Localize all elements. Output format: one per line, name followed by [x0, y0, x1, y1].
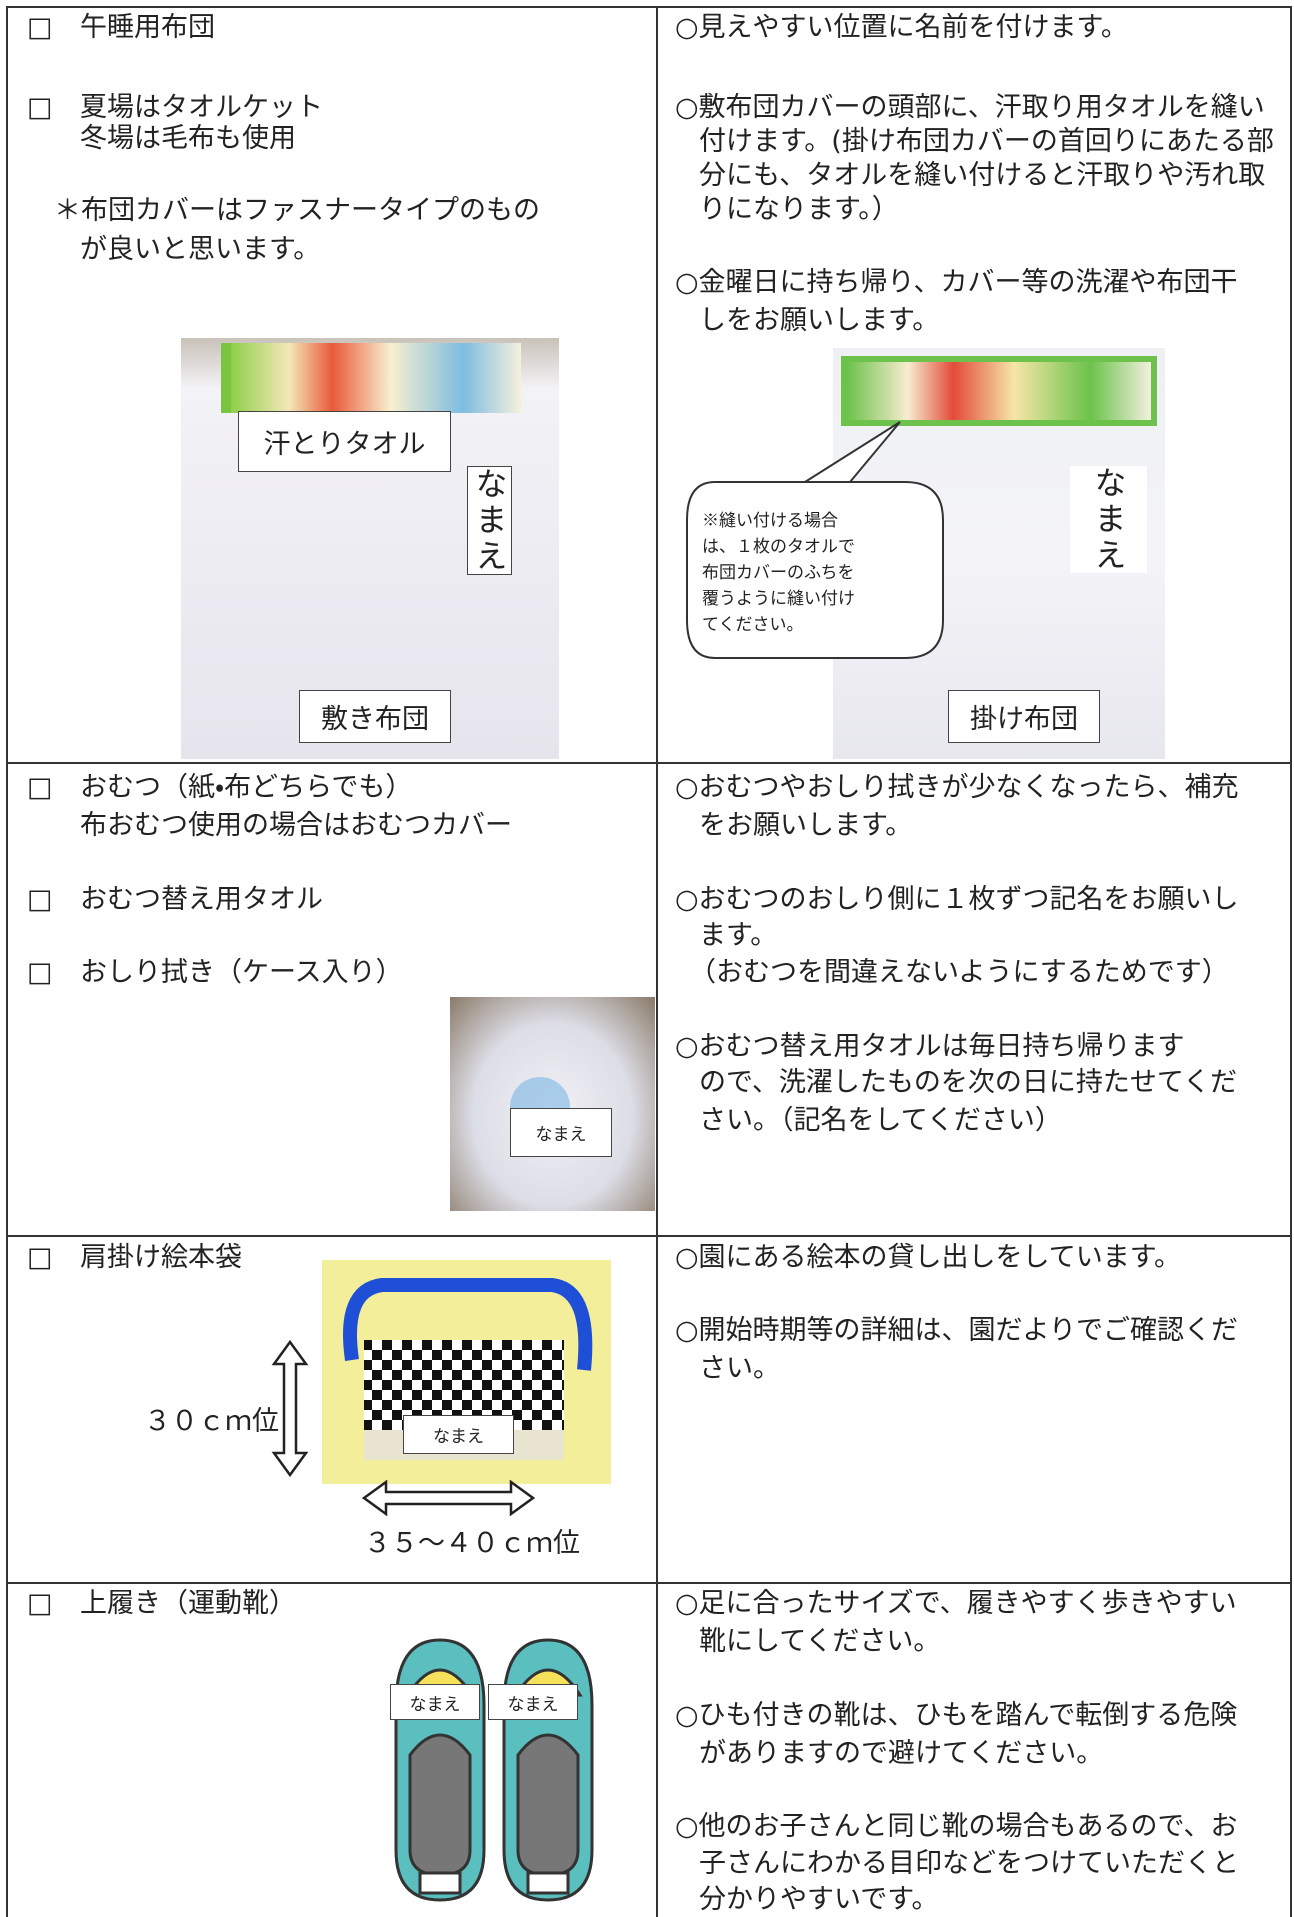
- row-divider: [6, 1582, 1292, 1584]
- paragraph: 子さんにわかる目印などをつけていただくと: [699, 1848, 1239, 1879]
- note: ＊布団カバーはファスナータイプのもの: [54, 195, 540, 226]
- table-border: [6, 6, 8, 1917]
- checkbox: □: [27, 12, 53, 43]
- item-text: 午睡用布団: [80, 12, 215, 43]
- callout-text: 覆うように縫い付け: [702, 589, 855, 609]
- photo-label: 敷き布団: [299, 690, 451, 743]
- paragraph: ます。: [699, 920, 778, 951]
- paragraph: さい。: [699, 1353, 780, 1384]
- paragraph: ○ひも付きの靴は、ひもを踏んで転倒する危険: [675, 1700, 1238, 1731]
- paragraph: ので、洗濯したものを次の日に持たせてくだ: [699, 1067, 1238, 1098]
- paragraph: 分かりやすいです。: [699, 1884, 939, 1915]
- paragraph: ○金曜日に持ち帰り、カバー等の洗濯や布団干: [675, 267, 1238, 298]
- height-arrow: [271, 1340, 309, 1477]
- paragraph: ○おむつ替え用タオルは毎日持ち帰ります: [675, 1031, 1185, 1062]
- paragraph: ○足に合ったサイズで、履きやすく歩きやすい: [675, 1588, 1237, 1619]
- checkbox: □: [27, 772, 53, 803]
- dimension-label: ３０ｃｍ位: [144, 1406, 279, 1437]
- paragraph: りになります。）: [699, 194, 899, 225]
- shoe-label: なまえ: [488, 1684, 578, 1720]
- shoe-label: なまえ: [390, 1684, 480, 1720]
- paragraph: 付けます。(掛け布団カバーの首回りにあたる部: [699, 126, 1274, 157]
- paragraph: がありますので避けてください。: [699, 1738, 1104, 1769]
- photo-label: 掛け布団: [948, 690, 1100, 743]
- paragraph: ○おむつのおしり側に１枚ずつ記名をお願いし: [675, 884, 1239, 915]
- column-divider: [656, 6, 658, 1917]
- paragraph: 分にも、タオルを縫い付けると汗取りや汚れ取: [699, 160, 1266, 191]
- item-text: 肩掛け絵本袋: [80, 1242, 242, 1273]
- callout-text: 布団カバーのふちを: [702, 563, 855, 583]
- shoes-illustration: [394, 1638, 594, 1902]
- checkbox: □: [27, 1588, 53, 1619]
- item-text: 夏場はタオルケット: [80, 92, 323, 123]
- row-divider: [6, 762, 1292, 764]
- towel: [221, 343, 521, 413]
- item-text: おむつ替え用タオル: [80, 884, 323, 915]
- width-arrow: [362, 1480, 535, 1516]
- note: が良いと思います。: [80, 234, 321, 265]
- paragraph: しをお願いします。: [699, 305, 940, 336]
- paragraph: ○おむつやおしり拭きが少なくなったら、補充: [675, 772, 1239, 803]
- callout-text: ※縫い付ける場合: [702, 511, 838, 531]
- paragraph: （おむつを間違えないようにするためです）: [689, 957, 1229, 988]
- table-border: [6, 6, 1292, 8]
- dimension-label: ３５～４０ｃｍ位: [364, 1528, 580, 1559]
- checkbox: □: [27, 884, 53, 915]
- item-text: おしり拭き（ケース入り）: [80, 957, 403, 988]
- callout-bubble: [686, 421, 944, 659]
- paragraph: ○開始時期等の詳細は、園だよりでご確認くだ: [675, 1315, 1239, 1346]
- paragraph: ○他のお子さんと同じ靴の場合もあるので、お: [675, 1811, 1238, 1842]
- photo-label: なまえ: [1070, 466, 1147, 574]
- photo-label: なまえ: [510, 1108, 612, 1157]
- diaper-photo: [450, 997, 655, 1211]
- callout-text: は、１枚のタオルで: [702, 537, 855, 557]
- paragraph: さい。（記名をしてください）: [699, 1105, 1062, 1136]
- callout-text: てください。: [702, 615, 804, 635]
- paragraph: ○園にある絵本の貸し出しをしています。: [675, 1242, 1182, 1273]
- row-divider: [6, 1235, 1292, 1237]
- item-text: 布おむつ使用の場合はおむつカバー: [80, 810, 512, 841]
- photo-label: なまえ: [403, 1415, 514, 1454]
- paragraph: 靴にしてください。: [699, 1626, 941, 1657]
- paragraph: をお願いします。: [699, 810, 913, 841]
- photo-label: なまえ: [467, 466, 512, 575]
- checkbox: □: [27, 92, 53, 123]
- checkbox: □: [27, 957, 53, 988]
- photo-label: 汗とりタオル: [238, 411, 451, 472]
- item-text: おむつ（紙・布どちらでも）: [80, 772, 413, 803]
- item-text: 冬場は毛布も使用: [80, 123, 296, 154]
- paragraph: ○見えやすい位置に名前を付けます。: [675, 12, 1128, 43]
- towel: [841, 356, 1157, 426]
- paragraph: ○敷布団カバーの頭部に、汗取り用タオルを縫い: [675, 92, 1265, 123]
- table-border: [1290, 6, 1292, 1917]
- item-text: 上履き（運動靴）: [80, 1588, 296, 1619]
- checkbox: □: [27, 1242, 53, 1273]
